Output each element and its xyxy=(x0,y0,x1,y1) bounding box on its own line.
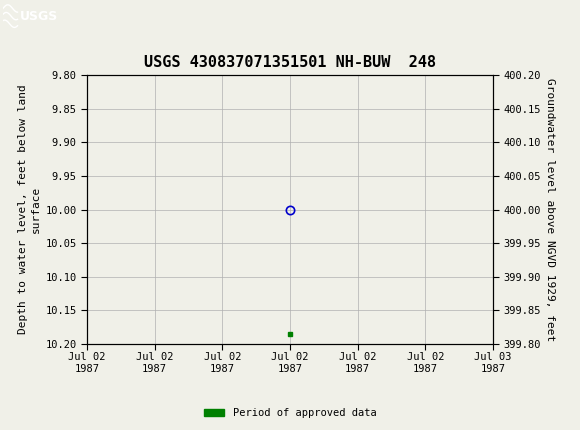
Title: USGS 430837071351501 NH-BUW  248: USGS 430837071351501 NH-BUW 248 xyxy=(144,55,436,70)
Y-axis label: Depth to water level, feet below land
surface: Depth to water level, feet below land su… xyxy=(18,85,41,335)
Y-axis label: Groundwater level above NGVD 1929, feet: Groundwater level above NGVD 1929, feet xyxy=(545,78,555,341)
Text: USGS: USGS xyxy=(20,9,58,23)
Legend: Period of approved data: Period of approved data xyxy=(200,404,380,423)
